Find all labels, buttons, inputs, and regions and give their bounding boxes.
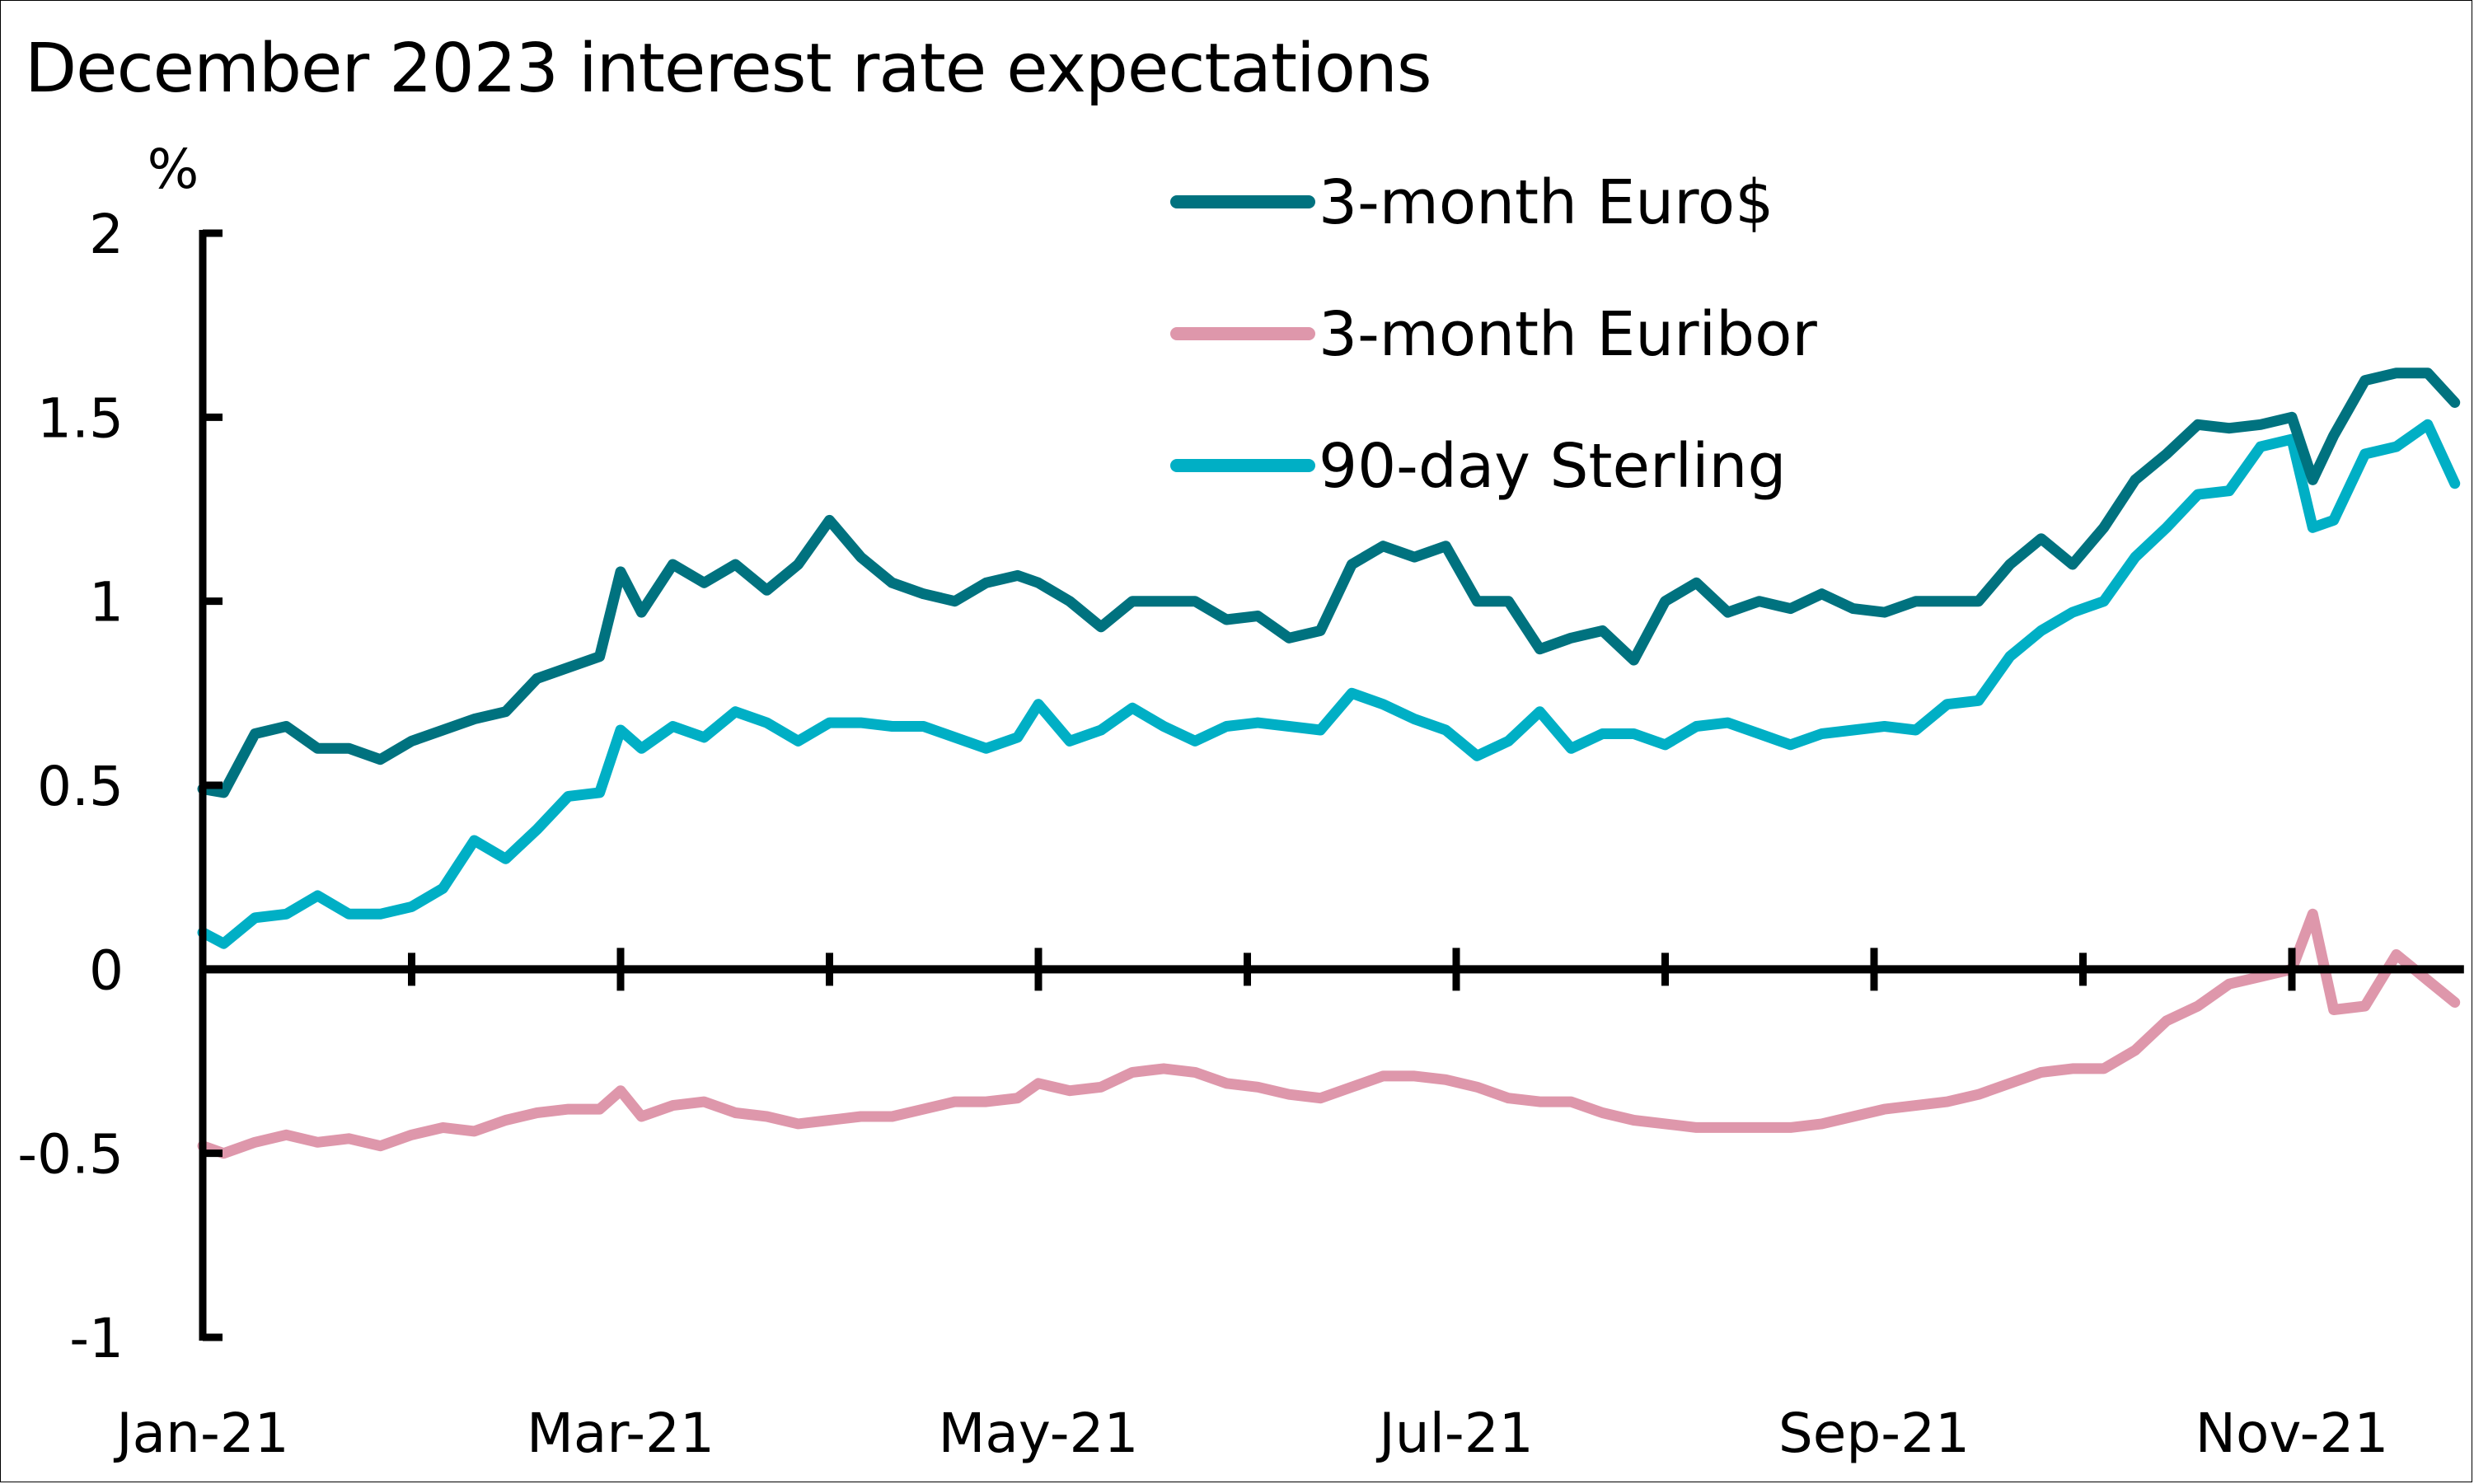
series-line-90-day-sterling (197, 419, 2461, 949)
y-tick-label: -0.5 (17, 1123, 124, 1187)
chart-title: December 2023 interest rate expectations (25, 30, 1432, 108)
x-tick-label: Jul-21 (1375, 1402, 1533, 1465)
x-tick-label: Nov-21 (2195, 1402, 2389, 1465)
legend: 3-month Euro$ 3-month Euribor 90-day Sterl… (1170, 167, 1817, 502)
series-layer (197, 367, 2461, 1159)
x-tick-label: Mar-21 (527, 1402, 715, 1465)
x-tick-label: Jan-21 (113, 1402, 289, 1465)
y-tick-label: 1 (89, 571, 124, 634)
y-tick-label: 0 (89, 939, 124, 1002)
legend-label: 90-day Sterling (1319, 431, 1786, 502)
legend-label: 3-month Euro$ (1319, 167, 1774, 238)
axes-layer: -1 -0.5 0 0.5 1 1.5 2 Jan-21 Mar-21 May-21 Jul-21 S… (17, 203, 2464, 1465)
series-line-3-month-euro- (197, 367, 2461, 798)
y-tick-label: 1.5 (37, 386, 124, 450)
y-axis-unit-label: % (148, 138, 199, 201)
legend-label: 3-month Euribor (1319, 299, 1817, 370)
y-tick-label: -1 (69, 1307, 124, 1370)
x-tick-label: Sep-21 (1778, 1402, 1970, 1465)
y-tick-label: 0.5 (37, 755, 124, 818)
y-tick-label: 2 (89, 203, 124, 266)
x-tick-label: May-21 (938, 1402, 1138, 1465)
series-line-3-month-euribor (197, 908, 2461, 1159)
